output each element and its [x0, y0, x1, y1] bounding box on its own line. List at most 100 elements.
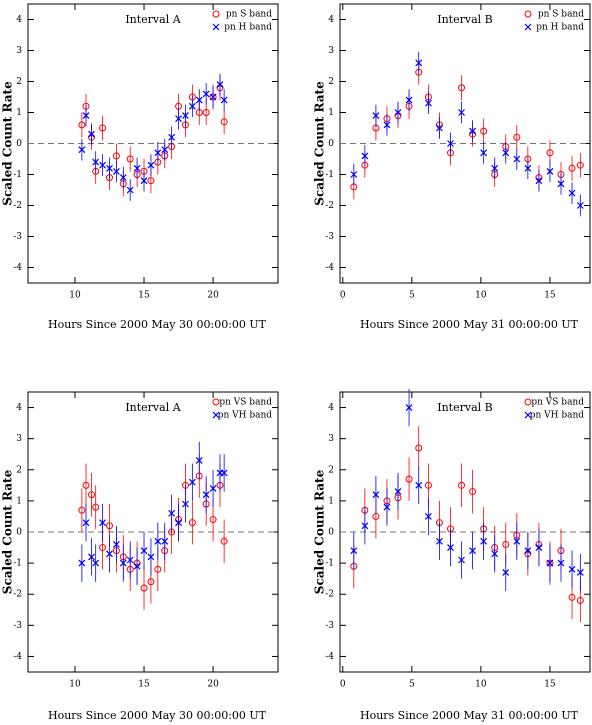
legend-label: pn S band [226, 10, 272, 20]
marker [175, 519, 182, 527]
marker [154, 565, 162, 573]
legend-marker [212, 398, 220, 406]
y-tick-label: -4 [13, 652, 22, 662]
marker [491, 164, 499, 172]
y-tick-label: -2 [13, 590, 22, 600]
marker [491, 550, 499, 558]
legend-label: pn VH band [218, 411, 273, 421]
marker [119, 174, 127, 182]
y-axis-label: Scaled Count Rate [1, 469, 15, 594]
marker [168, 133, 176, 141]
marker [140, 177, 148, 185]
marker [546, 559, 554, 567]
marker [140, 584, 148, 592]
marker [82, 481, 90, 489]
marker [394, 109, 402, 116]
marker [458, 84, 466, 92]
legend-marker [524, 398, 532, 406]
legend-label: pn H band [536, 23, 584, 33]
marker [220, 96, 228, 104]
marker [524, 547, 532, 555]
marker [82, 112, 90, 120]
panel-title: Interval A [125, 401, 181, 414]
marker [576, 596, 584, 604]
y-tick-label: 0 [16, 528, 22, 538]
y-tick-label: -2 [325, 590, 334, 600]
y-tick-label: -1 [13, 170, 22, 180]
x-tick-label: 5 [409, 291, 415, 301]
y-tick-label: -3 [13, 232, 22, 242]
panel-title: Interval B [437, 401, 493, 414]
marker [202, 109, 210, 116]
marker [209, 485, 217, 492]
marker [126, 155, 134, 163]
x-axis-label: Hours Since 2000 May 31 00:00:00 UT [360, 709, 579, 722]
marker [220, 118, 228, 126]
marker [168, 509, 176, 517]
marker [458, 556, 465, 564]
marker [105, 522, 113, 530]
marker [372, 512, 380, 520]
marker [415, 59, 423, 67]
y-tick-label: 2 [328, 465, 334, 475]
marker [147, 578, 155, 586]
y-tick-label: -4 [13, 263, 22, 273]
marker [350, 171, 358, 178]
x-tick-label: 15 [138, 291, 150, 301]
marker [568, 189, 576, 197]
y-tick-label: -3 [13, 621, 22, 631]
x-tick-label: 0 [340, 680, 346, 690]
marker [350, 547, 358, 555]
panel: -4 -3 -2 -1 0 1 2 3 4 0 5 10 15 pn S band pn H band Int… [313, 3, 591, 331]
marker [88, 491, 96, 499]
marker [535, 544, 543, 551]
marker [92, 503, 100, 511]
marker [447, 140, 454, 147]
x-tick-label: 20 [207, 291, 219, 301]
y-tick-label: -1 [13, 559, 22, 569]
y-tick-label: 3 [328, 434, 334, 444]
marker [513, 133, 521, 141]
x-tick-label: 0 [340, 291, 346, 301]
marker [78, 559, 86, 567]
y-tick-label: 1 [16, 496, 22, 506]
marker [147, 177, 155, 185]
panel: -4 -3 -2 -1 0 1 2 3 4 10 15 20 pn VS band pn VH band I… [1, 391, 279, 722]
marker [502, 569, 510, 576]
marker [469, 127, 477, 135]
marker [568, 565, 576, 573]
marker [513, 537, 521, 545]
marker [383, 121, 391, 129]
y-tick-label: 0 [16, 139, 22, 149]
marker [82, 519, 90, 527]
marker [372, 112, 380, 120]
marker [202, 90, 210, 98]
marker [458, 481, 466, 489]
y-tick-label: 2 [16, 77, 22, 87]
x-tick-label: 15 [544, 680, 556, 690]
y-axis-label: Scaled Count Rate [313, 81, 327, 206]
marker [576, 161, 584, 169]
x-tick-label: 10 [475, 291, 487, 301]
legend-marker [212, 23, 220, 31]
panel-title: Interval A [125, 13, 181, 26]
y-tick-label: -2 [13, 201, 22, 211]
marker [216, 81, 224, 89]
marker [188, 102, 196, 110]
panel: -4 -3 -2 -1 0 1 2 3 4 0 5 10 15 pn VS band pn VH band I… [313, 388, 591, 722]
marker [480, 149, 488, 157]
marker [513, 155, 521, 163]
marker [161, 537, 169, 545]
marker [447, 544, 454, 551]
marker [78, 506, 86, 514]
marker [182, 112, 189, 120]
marker [220, 537, 228, 545]
y-tick-label: -4 [325, 652, 334, 662]
legend-marker [212, 411, 220, 419]
marker [99, 519, 107, 527]
x-tick-label: 10 [69, 680, 81, 690]
marker [469, 488, 477, 496]
y-tick-label: -3 [325, 232, 334, 242]
panel-title: Interval B [437, 13, 493, 26]
marker [195, 96, 203, 104]
